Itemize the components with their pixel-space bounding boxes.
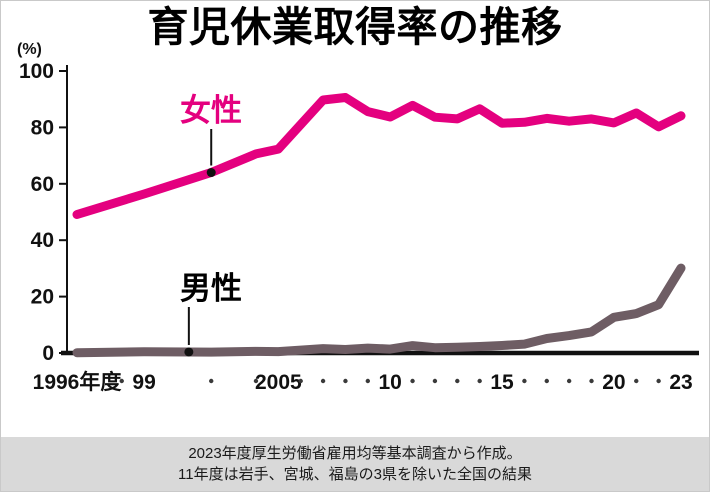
y-tick-label: 60 xyxy=(31,173,54,196)
x-tick-dot xyxy=(119,378,124,384)
x-tick-label: 2005 xyxy=(255,371,302,394)
series-callouts xyxy=(184,129,216,357)
female-series-label: 女性 xyxy=(180,93,242,128)
y-axis-unit-label: (%) xyxy=(17,41,42,58)
x-tick-dot xyxy=(455,378,460,384)
x-tick-dot xyxy=(566,378,572,384)
x-tick-dot xyxy=(432,378,438,384)
x-tick-label: 20 xyxy=(602,371,625,394)
x-tick-dot xyxy=(298,378,303,384)
x-tick-label: 99 xyxy=(132,371,155,394)
x-tick-dot xyxy=(209,378,214,384)
page-title: 育児休業取得率の推移 xyxy=(147,4,563,50)
x-tick-dot xyxy=(343,378,348,384)
x-tick-dot xyxy=(522,378,527,384)
x-axis: 1996年度 99 2005 10 15 20 23 xyxy=(33,350,699,394)
x-tick-label: 10 xyxy=(379,371,402,394)
male-series-label: 男性 xyxy=(180,271,242,306)
x-tick-dot xyxy=(656,378,661,384)
x-tick-label: 15 xyxy=(490,371,514,394)
y-tick-label: 40 xyxy=(31,229,54,252)
x-tick-dot xyxy=(544,378,549,384)
line-chart: 0 20 40 60 80 100 1996年度 99 2005 10 15 20 23 女性 男性 xyxy=(19,60,699,394)
footer-note-line: 11年度は岩手、宮城、福島の3県を除いた全国の結果 xyxy=(178,466,532,483)
callout-dot xyxy=(206,168,216,178)
y-tick-label: 100 xyxy=(19,60,54,83)
x-tick-label: 23 xyxy=(669,371,692,394)
y-axis: 0 20 40 60 80 100 xyxy=(19,60,68,365)
x-tick-dot xyxy=(320,378,326,384)
y-tick-label: 0 xyxy=(42,342,54,365)
series-lines xyxy=(72,93,686,358)
x-tick-dot xyxy=(589,378,594,384)
male-line xyxy=(72,263,686,358)
y-tick-label: 20 xyxy=(31,286,54,309)
female-line xyxy=(72,93,686,219)
x-tick-dot xyxy=(365,378,371,384)
footer: 2023年度厚生労働省雇用均等基本調査から作成。 11年度は岩手、宮城、福島の3… xyxy=(1,437,709,491)
header: 育児休業取得率の推移 (%) xyxy=(1,1,709,58)
footer-source-line: 2023年度厚生労働省雇用均等基本調査から作成。 xyxy=(188,445,522,462)
x-tick-dot xyxy=(634,378,639,384)
callout-dot xyxy=(184,347,194,357)
x-tick-dot xyxy=(477,378,482,384)
x-tick-dot xyxy=(410,378,415,384)
x-tick-dot xyxy=(253,378,259,384)
y-tick-label: 80 xyxy=(31,116,54,139)
x-tick-label: 1996年度 xyxy=(33,370,122,394)
